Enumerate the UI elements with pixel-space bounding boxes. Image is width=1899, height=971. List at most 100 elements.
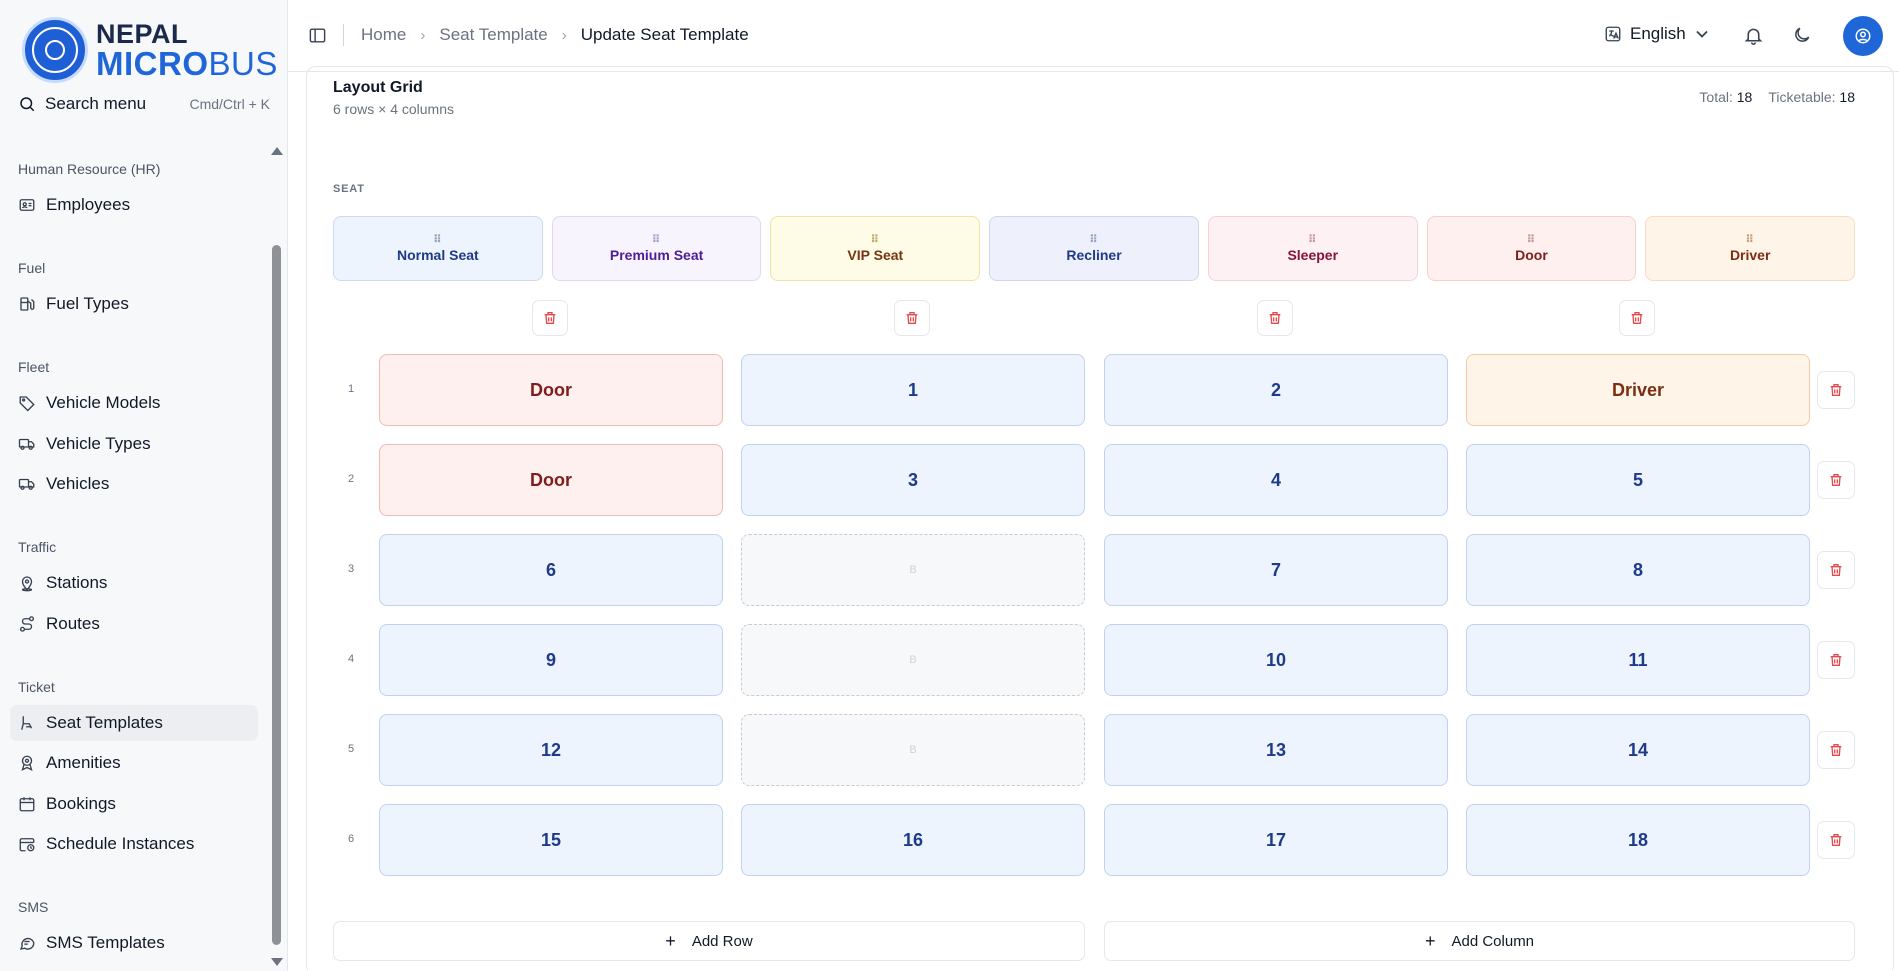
palette-door[interactable]: ⠿ Door [1426, 216, 1637, 281]
seat-cell[interactable]: 8 [1466, 534, 1810, 606]
route-icon [19, 616, 35, 632]
nav-group-ticket: Ticket [18, 679, 55, 695]
aisle-cell[interactable]: B [741, 624, 1085, 696]
drag-handle-icon: ⠿ [651, 233, 662, 246]
top-header: Home › Seat Template › Update Seat Templ… [288, 0, 1899, 72]
sidebar-item-amenities[interactable]: Amenities [10, 745, 258, 781]
user-circle-icon [1855, 28, 1871, 44]
sidebar: NEPAL MICROBUS Search menu Cmd/Ctrl + K … [0, 0, 288, 971]
seat-cell[interactable]: 15 [379, 804, 723, 876]
breadcrumb-seat-template[interactable]: Seat Template [439, 25, 548, 44]
seat-cell[interactable]: 6 [379, 534, 723, 606]
door-cell[interactable]: Door [379, 354, 723, 426]
trash-icon [1269, 312, 1281, 324]
row-number: 4 [347, 653, 355, 665]
trash-icon [544, 312, 556, 324]
layout-grid-title: Layout Grid [333, 79, 423, 96]
seat-cell[interactable]: 5 [1466, 444, 1810, 516]
seat-cell[interactable]: 3 [741, 444, 1085, 516]
sidebar-item-bookings[interactable]: Bookings [10, 786, 258, 822]
layout-grid-card [306, 66, 1894, 971]
delete-row-button[interactable] [1817, 371, 1855, 409]
seat-cell[interactable]: 1 [741, 354, 1085, 426]
seat-type-palette: ⠿ Normal Seat ⠿ Premium Seat ⠿ VIP Seat ⠿ Re… [333, 216, 1856, 281]
palette-recliner[interactable]: ⠿ Recliner [989, 216, 1199, 281]
search-icon [20, 97, 35, 112]
row-number: 6 [347, 833, 355, 845]
scroll-down-arrow[interactable] [271, 958, 283, 966]
delete-row-button[interactable] [1817, 641, 1855, 679]
seat-cell[interactable]: 16 [741, 804, 1085, 876]
row-number: 2 [347, 473, 355, 485]
seat-cell[interactable]: 11 [1466, 624, 1810, 696]
notification-bell-icon[interactable] [1743, 25, 1764, 46]
seat-cell[interactable]: 14 [1466, 714, 1810, 786]
sidebar-item-sms-templates[interactable]: SMS Templates [10, 925, 258, 961]
delete-row-button[interactable] [1817, 551, 1855, 589]
seat-cell[interactable]: 12 [379, 714, 723, 786]
sidebar-item-schedule-instances[interactable]: Schedule Instances [10, 826, 258, 862]
sidebar-item-seat-templates[interactable]: Seat Templates [10, 705, 258, 741]
add-row-button[interactable]: + Add Row [333, 921, 1085, 961]
palette-normal-seat[interactable]: ⠿ Normal Seat [333, 216, 543, 281]
delete-column-button[interactable] [894, 300, 930, 336]
trash-icon [1830, 564, 1842, 576]
dark-mode-moon-icon[interactable] [1792, 25, 1812, 45]
sidebar-item-vehicle-types[interactable]: Vehicle Types [10, 426, 258, 462]
delete-row-button[interactable] [1817, 461, 1855, 499]
language-label: English [1630, 24, 1686, 43]
row-number: 5 [347, 743, 355, 755]
delete-column-button[interactable] [1619, 300, 1655, 336]
drag-handle-icon: ⠿ [433, 233, 443, 246]
trash-icon [1830, 744, 1842, 756]
delete-column-button[interactable] [1257, 300, 1293, 336]
seat-cell[interactable]: 9 [379, 624, 723, 696]
seat-cell[interactable]: 4 [1104, 444, 1448, 516]
seat-cell[interactable]: 17 [1104, 804, 1448, 876]
sidebar-scrollbar[interactable] [272, 245, 281, 945]
aisle-cell[interactable]: B [741, 534, 1085, 606]
sidebar-item-stations[interactable]: Stations [10, 565, 258, 601]
palette-sleeper[interactable]: ⠿ Sleeper [1207, 216, 1418, 281]
breadcrumb: Home › Seat Template › Update Seat Templ… [361, 25, 749, 45]
seat-cell[interactable]: 13 [1104, 714, 1448, 786]
sidebar-item-employees[interactable]: Employees [10, 187, 258, 223]
message-icon [19, 937, 35, 950]
breadcrumb-home[interactable]: Home [361, 25, 407, 44]
seat-cell[interactable]: 10 [1104, 624, 1448, 696]
nav-group-hr: Human Resource (HR) [18, 161, 161, 177]
user-avatar[interactable] [1843, 16, 1883, 56]
calendar-icon [19, 797, 35, 812]
sidebar-item-routes[interactable]: Routes [10, 606, 258, 642]
palette-driver[interactable]: ⠿ Driver [1645, 216, 1856, 281]
search-menu[interactable]: Search menu Cmd/Ctrl + K [18, 92, 270, 116]
fuel-pump-icon [20, 297, 35, 311]
add-column-button[interactable]: + Add Column [1104, 921, 1855, 961]
sidebar-item-fuel-types[interactable]: Fuel Types [10, 286, 258, 322]
driver-cell[interactable]: Driver [1466, 354, 1810, 426]
delete-column-button[interactable] [532, 300, 568, 336]
brand-logo[interactable]: NEPAL MICROBUS [22, 16, 278, 84]
scroll-up-arrow[interactable] [271, 147, 283, 155]
row-number: 3 [347, 563, 355, 575]
seat-totals: Total: 18 Ticketable: 18 [1699, 89, 1855, 105]
brand-seal-icon [22, 17, 88, 83]
trash-icon [1830, 834, 1842, 846]
language-select[interactable]: English [1604, 24, 1708, 44]
sidebar-item-vehicle-models[interactable]: Vehicle Models [10, 385, 258, 421]
trash-icon [906, 312, 918, 324]
sidebar-item-vehicles[interactable]: Vehicles [10, 466, 258, 502]
calendar-clock-icon [19, 838, 35, 852]
door-cell[interactable]: Door [379, 444, 723, 516]
aisle-cell[interactable]: B [741, 714, 1085, 786]
seat-cell[interactable]: 7 [1104, 534, 1448, 606]
palette-vip-seat[interactable]: ⠿ VIP Seat [770, 216, 981, 281]
palette-premium-seat[interactable]: ⠿ Premium Seat [551, 216, 762, 281]
seat-cell[interactable]: 18 [1466, 804, 1810, 876]
delete-row-button[interactable] [1817, 821, 1855, 859]
sidebar-toggle-icon[interactable] [308, 26, 327, 45]
delete-row-button[interactable] [1817, 731, 1855, 769]
palette-section-label: SEAT [333, 183, 365, 195]
seat-cell[interactable]: 2 [1104, 354, 1448, 426]
header-divider [343, 24, 344, 46]
